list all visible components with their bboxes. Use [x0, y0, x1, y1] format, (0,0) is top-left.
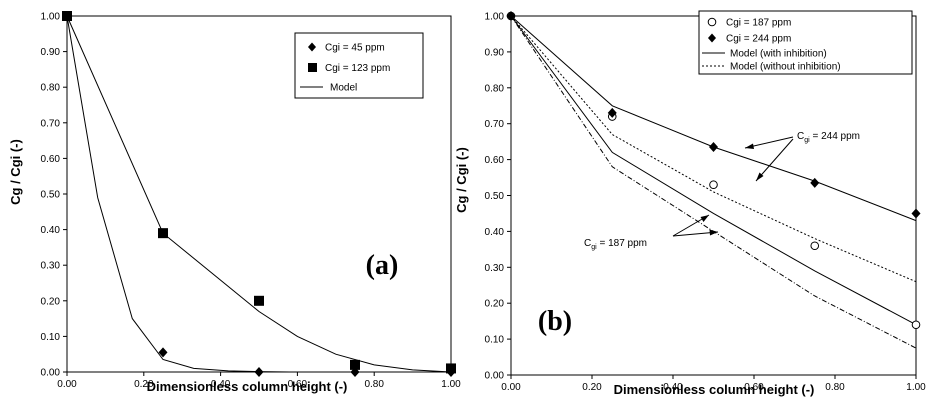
a-legend-label-45: Cgi = 45 ppm: [325, 43, 385, 54]
b-annotation-244-arrow-lower: [755, 138, 794, 182]
a-legend-square-marker: [308, 63, 317, 72]
a-y-tick-label: 0.00: [41, 368, 61, 379]
a-legend: Cgi = 45 ppm Cgi = 123 ppm Model: [294, 32, 424, 99]
a-y-tick-label: 0.40: [41, 225, 61, 236]
a-y-tick-label: 1.00: [41, 12, 61, 23]
a-panel-label: (a): [366, 250, 399, 281]
b-y-tick-label: 0.50: [485, 191, 505, 202]
b-y-tick-label: 0.00: [485, 371, 505, 382]
b-legend-label-with: Model (with inhibition): [730, 49, 827, 60]
a-x-tick-label: 0.60: [288, 379, 308, 390]
b-series-1-point: [506, 11, 516, 21]
a-y-tick-label: 0.90: [41, 47, 61, 58]
a-x-tick-label: 0.00: [57, 379, 77, 390]
b-series-1-point: [607, 107, 617, 118]
b-series-3-line: [510, 15, 917, 283]
b-y-tick-label: 0.60: [485, 155, 505, 166]
b-series-0-point: [810, 241, 820, 251]
b-legend-label-without: Model (without inhibition): [730, 62, 841, 73]
b-legend-frame: [698, 10, 913, 75]
b-x-tick-label: 0.60: [744, 382, 764, 393]
b-annotation-187-arrowhead-lower: [709, 229, 718, 236]
a-series-1-point: [62, 11, 72, 21]
b-series-4-line: [510, 15, 917, 326]
a-series-1-point: [158, 228, 168, 239]
a-y-tick-label: 0.80: [41, 83, 61, 94]
a-y-tick-label: 0.20: [41, 296, 61, 307]
a-y-tick-label: 0.60: [41, 154, 61, 165]
a-y-tick-label: 0.10: [41, 332, 61, 343]
a-x-tick-label: 0.40: [211, 379, 231, 390]
chart-panel-a: Cg / Cgi (-) Dimensionless column height…: [8, 11, 461, 394]
b-y-tick-label: 0.20: [485, 299, 505, 310]
a-legend-diamond-marker: [308, 42, 316, 52]
b-panel-label: (b): [538, 306, 572, 337]
a-y-tick-label: 0.50: [41, 190, 61, 201]
a-legend-label-model: Model: [330, 83, 357, 94]
b-x-tick-label: 1.00: [906, 382, 926, 393]
a-x-axis-label: Dimensionless column height (-): [147, 379, 348, 394]
b-y-tick-label: 0.40: [485, 227, 505, 238]
b-y-tick-label: 0.80: [485, 83, 505, 94]
b-annotation-187-arrowhead-upper: [700, 215, 709, 222]
b-legend-circle-marker: [707, 17, 717, 27]
b-series-0-point: [911, 320, 921, 330]
a-x-tick-label: 0.80: [364, 379, 384, 390]
b-series-1-point: [709, 142, 718, 153]
b-annotation-187: Cgi = 187 ppm: [584, 214, 719, 251]
b-x-tick-label: 0.20: [582, 382, 602, 393]
a-y-tick-label: 0.30: [41, 261, 61, 272]
a-series-3-line: [66, 15, 452, 373]
a-series-1-point: [446, 363, 456, 374]
a-y-axis-label: Cg / Cgi (-): [8, 139, 23, 205]
b-annotation-244-text: Cgi = 244 ppm: [797, 131, 860, 144]
b-x-tick-label: 0.00: [501, 382, 521, 393]
chart-panel-b: Cg / Cgi (-) Dimensionless column height…: [454, 10, 926, 397]
b-series-1-point: [810, 177, 820, 188]
a-series-1-point: [350, 359, 360, 370]
a-y-tick-label: 0.70: [41, 118, 61, 129]
b-y-tick-label: 0.30: [485, 263, 505, 274]
b-annotation-244-arrowhead-lower: [756, 172, 764, 181]
b-y-axis-label-group: Cg / Cgi (-): [454, 147, 469, 213]
b-x-tick-label: 0.80: [825, 382, 845, 393]
a-plot-area: 0.00 0.10 0.20 0.30 0.40 0.50 0.60 0.70 0.80 0.90…: [41, 11, 461, 390]
b-y-tick-label: 0.70: [485, 119, 505, 130]
b-legend-label-187: Cgi = 187 ppm: [726, 18, 791, 29]
a-x-tick-label: 1.00: [441, 379, 461, 390]
a-y-axis-label-group: Cg / Cgi (-): [8, 139, 23, 205]
b-legend: Cgi = 187 ppm Cgi = 244 ppm Model (with …: [698, 10, 913, 75]
b-series-1-point: [911, 208, 921, 219]
b-legend-diamond-marker: [708, 33, 716, 43]
b-annotation-244: Cgi = 244 ppm: [744, 131, 860, 182]
b-y-tick-label: 0.10: [485, 335, 505, 346]
b-x-tick-label: 0.40: [663, 382, 683, 393]
b-y-tick-label: 1.00: [485, 12, 505, 23]
a-legend-label-123: Cgi = 123 ppm: [325, 63, 390, 74]
b-legend-label-244: Cgi = 244 ppm: [726, 34, 791, 45]
a-series-1-point: [254, 295, 264, 306]
b-series-0-point: [709, 180, 718, 190]
a-series-0-point: [158, 347, 168, 358]
a-series-0-point: [254, 367, 264, 377]
a-x-tick-label: 0.20: [134, 379, 154, 390]
b-annotation-244-arrowhead-upper: [745, 143, 754, 149]
b-x-axis-label: Dimensionless column height (-): [614, 382, 815, 397]
b-y-axis-label: Cg / Cgi (-): [454, 147, 469, 213]
b-y-tick-label: 0.90: [485, 47, 505, 58]
b-annotation-187-text: Cgi = 187 ppm: [584, 238, 647, 251]
